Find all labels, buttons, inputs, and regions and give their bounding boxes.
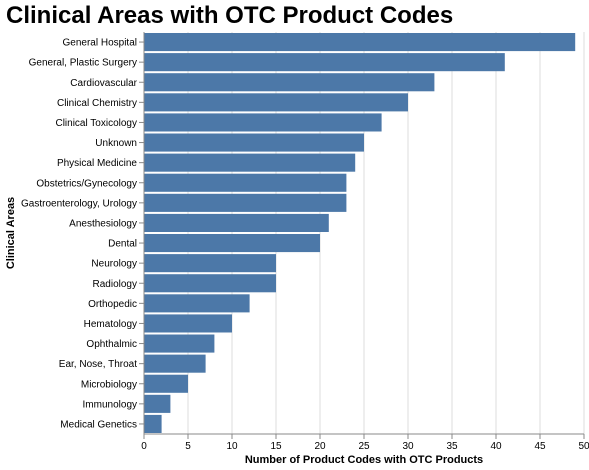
bar xyxy=(144,53,505,72)
x-axis-title: Number of Product Codes with OTC Product… xyxy=(245,454,483,466)
category-label: Gastroenterology, Urology xyxy=(21,198,137,209)
bar xyxy=(144,153,356,172)
bar xyxy=(144,394,171,413)
category-label: Medical Genetics xyxy=(60,419,137,430)
x-tick-label: 45 xyxy=(534,441,546,452)
bar-layer xyxy=(144,33,576,433)
bar xyxy=(144,173,347,192)
label-layer: 0 5 10 15 20 25 30 35 40 45 50 General Hospital Gene… xyxy=(21,38,589,452)
bar xyxy=(144,133,364,152)
category-label: Orthopedic xyxy=(88,299,137,310)
bar xyxy=(144,93,408,112)
grid-layer xyxy=(143,32,585,434)
bar xyxy=(144,374,188,393)
x-tick-label: 25 xyxy=(358,441,370,452)
bar xyxy=(144,33,576,52)
x-tick-label: 30 xyxy=(402,441,414,452)
category-label: Obstetrics/Gynecology xyxy=(36,178,137,189)
category-label: Clinical Chemistry xyxy=(57,98,137,109)
category-label: Clinical Toxicology xyxy=(55,118,137,129)
category-label: Physical Medicine xyxy=(57,158,137,169)
bar xyxy=(144,314,232,333)
category-label: General Hospital xyxy=(63,38,137,49)
category-label: Ear, Nose, Throat xyxy=(59,359,137,370)
category-label: Microbiology xyxy=(81,379,137,390)
x-tick-label: 40 xyxy=(490,441,502,452)
x-tick-label: 20 xyxy=(314,441,326,452)
category-label: General, Plastic Surgery xyxy=(29,58,137,69)
bar xyxy=(144,334,215,353)
bar xyxy=(144,193,347,212)
bar xyxy=(144,414,162,433)
bar xyxy=(144,234,320,253)
category-label: Hematology xyxy=(84,319,137,330)
x-tick-label: 15 xyxy=(270,441,282,452)
category-label: Dental xyxy=(108,239,137,250)
x-tick-label: 35 xyxy=(446,441,458,452)
category-label: Neurology xyxy=(91,259,137,270)
bar xyxy=(144,113,382,132)
x-tick-label: 50 xyxy=(578,441,589,452)
bar xyxy=(144,254,276,273)
bar xyxy=(144,354,206,373)
category-label: Cardiovascular xyxy=(70,78,137,89)
x-tick-label: 10 xyxy=(226,441,238,452)
category-label: Anesthesiology xyxy=(69,218,137,229)
category-label: Ophthalmic xyxy=(86,339,137,350)
bar xyxy=(144,73,435,92)
bar xyxy=(144,294,250,313)
bar xyxy=(144,274,276,293)
axis-layer xyxy=(139,32,585,439)
x-tick-label: 0 xyxy=(141,441,147,452)
category-label: Unknown xyxy=(95,138,137,149)
bar xyxy=(144,213,329,232)
x-tick-label: 5 xyxy=(185,441,191,452)
category-label: Immunology xyxy=(83,399,137,410)
y-axis-title: Clinical Areas xyxy=(5,197,17,269)
category-label: Radiology xyxy=(93,279,137,290)
chart-title: Clinical Areas with OTC Product Codes xyxy=(6,2,454,29)
